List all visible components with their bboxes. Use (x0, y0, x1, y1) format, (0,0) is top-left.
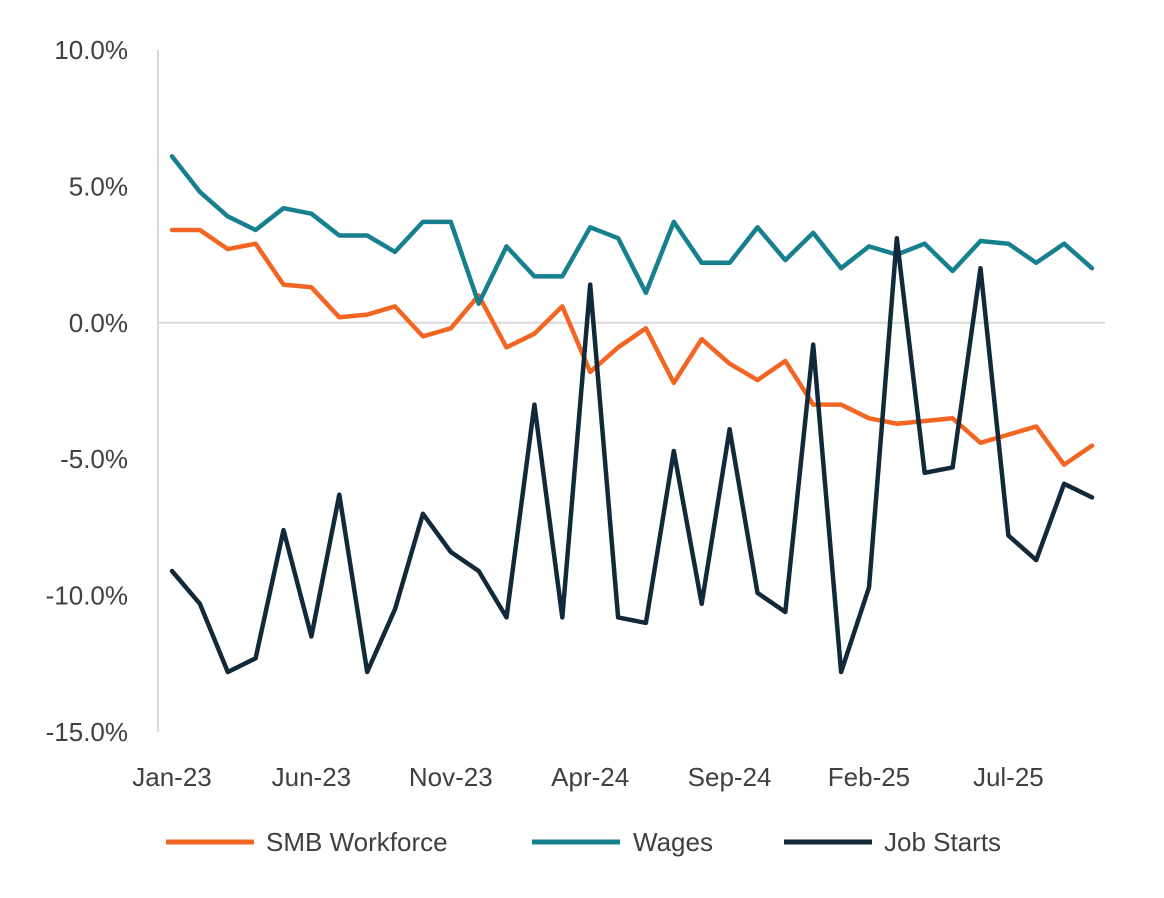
x-tick-label: Nov-23 (409, 762, 493, 792)
x-tick-label: Jan-23 (132, 762, 212, 792)
x-tick-label: Apr-24 (551, 762, 629, 792)
legend-item-wages: Wages (532, 827, 713, 857)
legend-label: Job Starts (884, 827, 1001, 857)
x-axis-labels: Jan-23 Jun-23 Nov-23 Apr-24 Sep-24 Feb-25 Jul-… (132, 762, 1044, 792)
x-tick-label: Jul-25 (973, 762, 1044, 792)
legend-label: Wages (633, 827, 713, 857)
legend-label: SMB Workforce (266, 827, 448, 857)
series-line-smb-workforce (169, 227, 1095, 467)
x-tick-label: Feb-25 (828, 762, 910, 792)
legend-item-smb-workforce: SMB Workforce (166, 827, 448, 857)
y-tick-label: 10.0% (54, 35, 128, 65)
x-tick-label: Sep-24 (688, 762, 772, 792)
y-tick-label: -10.0% (46, 581, 128, 611)
series-lines (169, 154, 1095, 675)
series-line-wages (169, 154, 1095, 306)
y-tick-label: -5.0% (60, 444, 128, 474)
legend: SMB Workforce Wages Job Starts (166, 827, 1001, 857)
legend-item-job-starts: Job Starts (784, 827, 1001, 857)
x-tick-label: Jun-23 (272, 762, 352, 792)
series-line-job-starts (169, 235, 1095, 675)
y-tick-label: 0.0% (69, 308, 128, 338)
y-tick-label: 5.0% (69, 171, 128, 201)
y-axis-labels: 10.0% 5.0% 0.0% -5.0% -10.0% -15.0% (46, 35, 128, 747)
y-tick-label: -15.0% (46, 717, 128, 747)
